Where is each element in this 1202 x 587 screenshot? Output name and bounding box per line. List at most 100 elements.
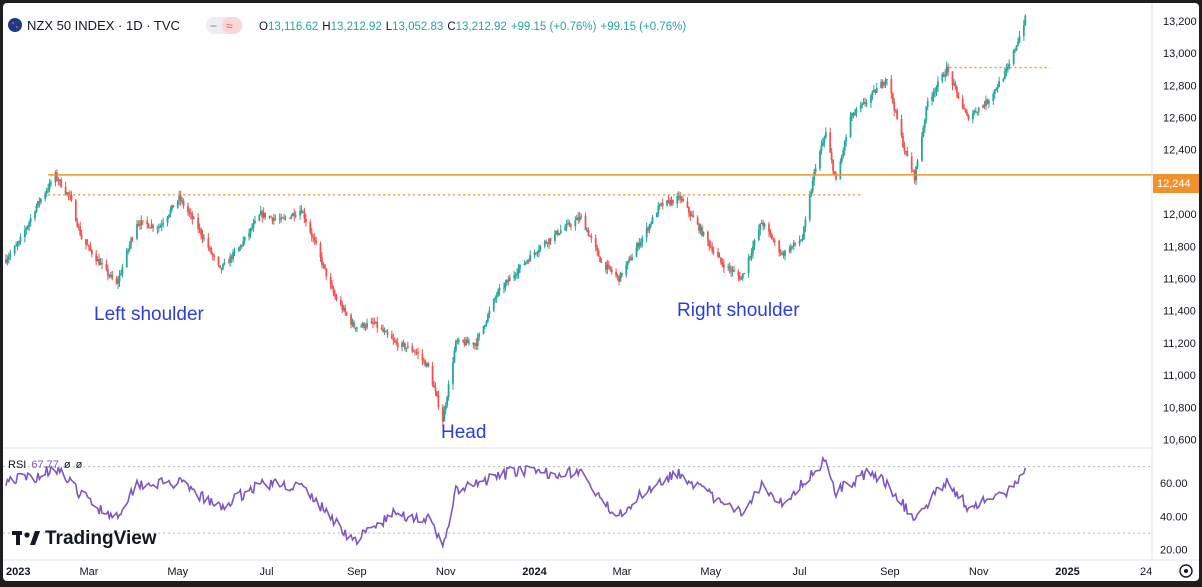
candle [813,168,816,186]
time-tick-label: Jul [260,566,274,578]
candle [731,266,734,277]
candle-body [475,343,478,347]
candle-body [217,256,220,266]
price-tick-label: 10,800 [1163,402,1197,414]
candle-body [105,263,108,269]
candle-body [171,205,173,210]
candle-body [476,336,479,347]
candle [498,283,501,296]
candle-body [1012,50,1015,65]
candle [201,229,204,244]
candle [977,106,980,116]
candle [839,158,842,180]
candle [305,213,307,227]
candle [351,318,354,327]
candle-body [706,231,709,241]
candle [536,250,539,257]
candle [67,191,70,201]
candle-body [588,235,591,237]
candle [280,213,283,223]
candle-body [759,223,762,231]
candle [484,324,486,329]
candle-body [738,275,741,280]
candle-body [404,343,406,349]
candle-body [543,241,546,246]
candle-body [967,115,970,120]
candle-body [383,331,386,333]
candle-body [284,217,287,219]
candle-body [945,66,948,75]
candle-body [961,98,964,108]
candle-body [434,387,437,392]
candle [472,342,475,349]
candle-body [495,295,498,298]
candle [171,204,173,212]
candle [1005,63,1008,77]
candle-body [647,227,650,231]
rsi-axis[interactable]: 60.00 40.00 20.00 [1160,478,1188,556]
candle-body [299,210,301,216]
candle-body [88,245,90,247]
candle [136,220,138,241]
candle [883,81,885,88]
indicator-toggle[interactable]: − ≈ [206,17,242,34]
candle-body [648,224,651,231]
candle-body [567,222,569,224]
candle-body [390,334,393,339]
low-label: L [386,21,393,33]
candle [437,390,440,410]
candle [910,152,913,174]
candle [533,249,536,259]
candle [66,191,68,197]
candle [86,239,89,246]
candle [404,342,406,352]
time-tick-label: 24 [1140,566,1152,578]
candle-body [401,342,403,348]
candle-body [363,323,366,328]
wave-icon[interactable]: ≈ [226,19,233,33]
candle [421,349,424,366]
candle-body [498,288,501,291]
candle [811,176,814,194]
candle-body [526,260,529,262]
candle [9,249,12,261]
candle [798,235,801,247]
candle-body [66,192,68,194]
candle-body [606,264,609,270]
candle-body [203,237,205,239]
candle [230,254,233,264]
candle [645,222,648,243]
candle [912,169,915,173]
candle-body [334,294,336,297]
candle-body [425,363,428,367]
candle [366,318,368,330]
candle-body [743,273,746,275]
candle-body [580,215,583,217]
candle [85,239,87,250]
symbol-title[interactable]: NZX 50 INDEX · 1D · TVC [27,18,180,33]
price-axis[interactable]: 13,20013,00012,80012,60012,40012,20012,0… [1163,16,1197,447]
settings-icon[interactable] [1179,564,1193,578]
candle [976,111,979,116]
chart-background [3,3,1199,581]
chart-header: NZX 50 INDEX · 1D · TVC − ≈ O13,116.62 H1… [8,17,686,34]
candle-body [137,224,140,226]
time-axis[interactable]: 2023 Mar May Jul Sep Nov 2024 Mar May Jul Sep Nov 20… [6,566,1152,578]
candle-body [957,92,960,99]
candle [217,256,220,267]
candle [872,84,875,93]
minus-icon[interactable]: − [210,19,217,33]
rsi-tick-label: 20.00 [1160,545,1188,557]
candle-body [213,255,216,257]
rsi-tick-label: 60.00 [1160,478,1188,490]
candle [249,227,252,239]
candle-body [893,102,896,111]
candle-body [667,200,670,202]
candle [923,118,926,134]
rsi-legend[interactable]: RSI 67.77 ø ø [8,459,83,471]
candle-body [508,277,511,282]
candle [669,197,671,208]
candle-body [366,323,368,327]
candle [523,259,526,266]
